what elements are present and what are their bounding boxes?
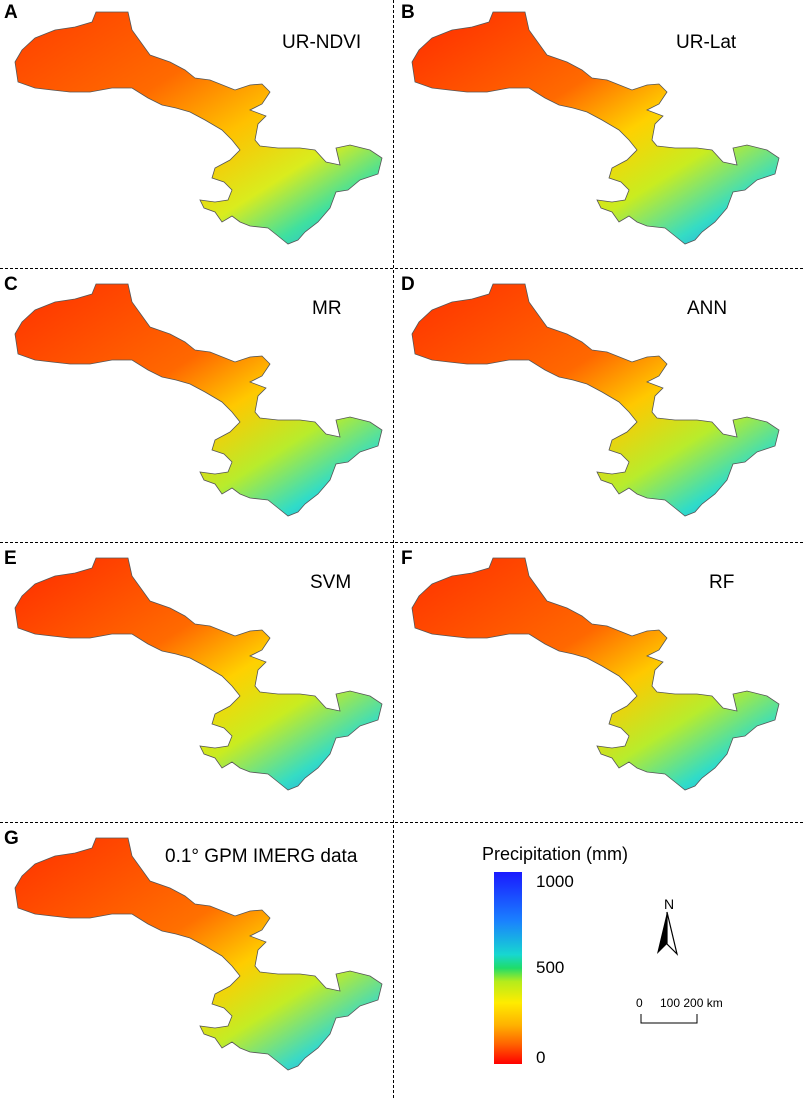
panel-letter: A — [4, 2, 18, 23]
color-ramp — [494, 872, 522, 1064]
panel-e: E SVM — [0, 546, 390, 814]
panel-letter: B — [401, 2, 415, 23]
precipitation-legend: Precipitation (mm) 1000 500 0 — [470, 840, 670, 1080]
panel-c: C MR — [0, 272, 390, 540]
panel-a: A UR-NDVI — [0, 0, 390, 268]
panel-f: F RF — [397, 546, 787, 814]
vertical-divider — [393, 0, 394, 1098]
legend-tick-label: 500 — [536, 958, 565, 977]
horizontal-divider — [0, 822, 803, 823]
scale-bar — [640, 1014, 698, 1024]
panel-title: SVM — [310, 572, 352, 593]
panel-g: G 0.1° GPM IMERG data — [0, 826, 390, 1094]
panel-letter: E — [4, 548, 17, 569]
legend-tick-label: 0 — [536, 1048, 546, 1067]
panel-title: UR-Lat — [676, 32, 737, 53]
north-arrow-icon — [657, 911, 679, 956]
panel-title: UR-NDVI — [282, 32, 362, 53]
precipitation-map — [411, 283, 780, 517]
panel-title: MR — [312, 298, 342, 319]
panel-letter: F — [401, 548, 413, 569]
panel-letter: C — [4, 274, 18, 295]
panel-letter: G — [4, 828, 19, 849]
panel-title: RF — [709, 572, 735, 593]
horizontal-divider — [0, 542, 803, 543]
panel-b: B UR-Lat — [397, 0, 787, 268]
legend-title: Precipitation (mm) — [482, 844, 629, 864]
legend-tick-label: 1000 — [536, 872, 574, 891]
panel-d: D ANN — [397, 272, 787, 540]
panel-title: ANN — [687, 298, 728, 319]
north-label: N — [664, 896, 675, 912]
scale-label: 100 200 km — [660, 996, 723, 1010]
scale-label: 0 — [636, 996, 643, 1010]
panel-letter: D — [401, 274, 415, 295]
horizontal-divider — [0, 268, 803, 269]
panel-title: 0.1° GPM IMERG data — [165, 846, 358, 867]
